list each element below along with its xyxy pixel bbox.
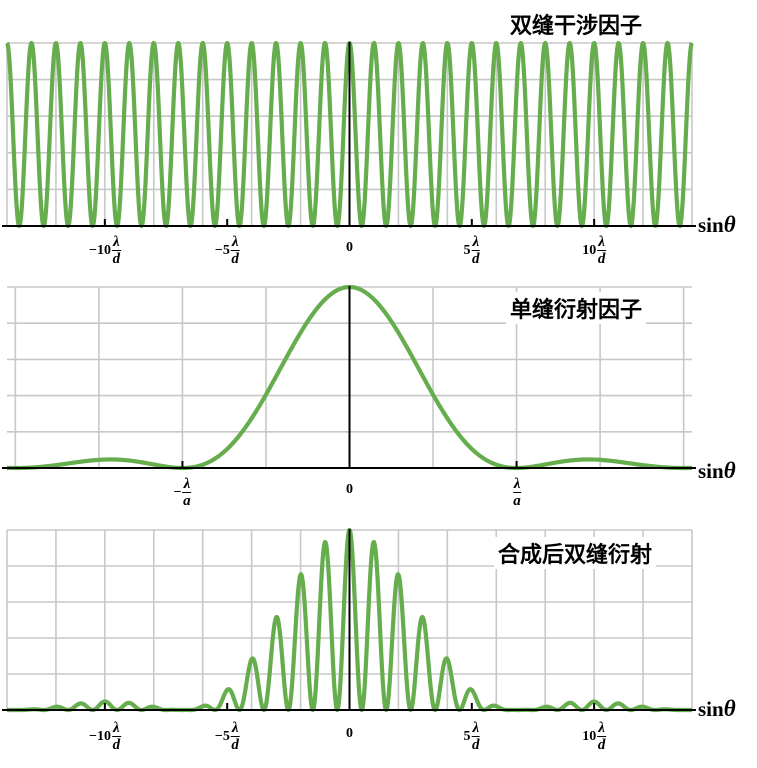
- tick-denominator: d: [112, 251, 121, 267]
- tick-coefficient: −: [173, 484, 182, 500]
- tick-numerator: λ: [112, 720, 121, 737]
- tick-numerator: λ: [230, 234, 240, 251]
- tick-numerator: λ: [112, 234, 121, 251]
- panel3-tick-label: 10 λ d: [582, 720, 606, 753]
- panel2-xlabel: sinθ: [698, 458, 736, 483]
- tick-denominator: d: [112, 737, 121, 753]
- tick-denominator: d: [597, 251, 606, 267]
- tick-coefficient: 10: [582, 728, 597, 744]
- tick-numerator: λ: [597, 234, 606, 251]
- tick-coefficient: −5: [214, 242, 230, 258]
- panel1-tick-label: −10 λ d: [89, 234, 121, 267]
- tick-coefficient: 5: [463, 242, 471, 258]
- tick-coefficient: 10: [582, 242, 597, 258]
- tick-denominator: a: [513, 493, 521, 509]
- tick-coefficient: −10: [89, 728, 111, 744]
- panel1-xlabel: sinθ: [698, 212, 736, 237]
- panel2-title: 单缝衍射因子: [506, 292, 647, 324]
- panel2-tick-label: − λ a: [174, 476, 192, 509]
- tick-numerator: λ: [230, 720, 240, 737]
- tick-denominator: d: [231, 737, 239, 753]
- tick-coefficient: −5: [214, 728, 230, 744]
- panel3-tick-label: −5 λ d: [215, 720, 240, 753]
- tick-coefficient: 0: [346, 240, 353, 255]
- panel2-tick-label: 0: [346, 482, 353, 498]
- tick-coefficient: 5: [463, 728, 471, 744]
- panel1-tick-label: −5 λ d: [215, 234, 240, 267]
- tick-denominator: d: [472, 251, 480, 267]
- tick-coefficient: 0: [346, 482, 353, 497]
- panel3-xlabel: sinθ: [698, 696, 736, 721]
- panel1-tick-label: 0: [346, 240, 353, 256]
- tick-coefficient: −10: [89, 242, 111, 258]
- panel3-tick-label: −10 λ d: [89, 720, 121, 753]
- panel1-title: 双缝干涉因子: [506, 8, 647, 40]
- tick-denominator: d: [472, 737, 480, 753]
- tick-numerator: λ: [471, 234, 481, 251]
- tick-denominator: d: [231, 251, 239, 267]
- tick-numerator: λ: [182, 476, 192, 493]
- panel3-title: 合成后双缝衍射: [494, 537, 657, 569]
- panel1-tick-label: 10 λ d: [582, 234, 606, 267]
- panel3-tick-label: 0: [346, 726, 353, 742]
- tick-numerator: λ: [471, 720, 481, 737]
- tick-denominator: a: [183, 493, 191, 509]
- tick-coefficient: 0: [346, 726, 353, 741]
- tick-denominator: d: [597, 737, 606, 753]
- tick-numerator: λ: [512, 476, 522, 493]
- tick-numerator: λ: [597, 720, 606, 737]
